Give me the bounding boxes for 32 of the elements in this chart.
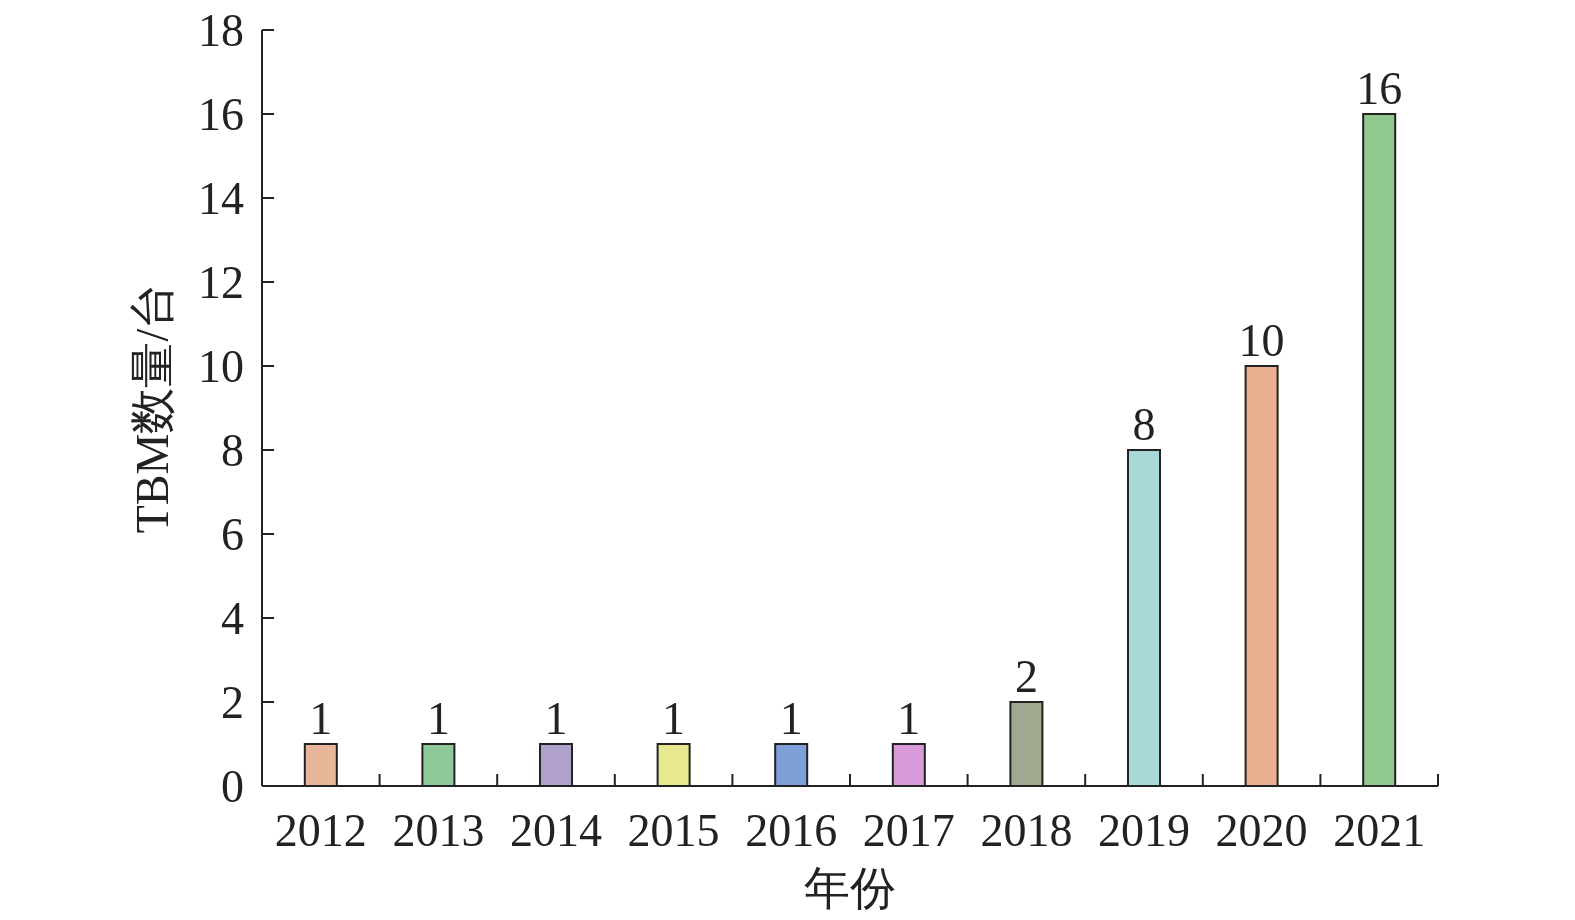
y-axis-title: TBM数量/台 <box>127 282 178 534</box>
x-tick-label: 2021 <box>1333 805 1426 856</box>
y-tick-label: 16 <box>198 88 244 140</box>
y-tick-label: 8 <box>221 424 244 476</box>
data-label: 1 <box>309 693 333 744</box>
y-tick-label: 4 <box>221 592 244 644</box>
data-label: 1 <box>662 693 686 744</box>
y-tick-label: 10 <box>198 340 244 392</box>
data-label: 1 <box>426 693 450 744</box>
y-tick-label: 0 <box>221 760 244 812</box>
x-tick-label: 2012 <box>274 805 367 856</box>
data-label: 8 <box>1132 399 1156 450</box>
x-axis-title: 年份 <box>804 863 896 914</box>
x-tick-label: 2013 <box>392 805 485 856</box>
x-tick-label: 2018 <box>980 805 1073 856</box>
x-tick-label: 2015 <box>627 805 720 856</box>
y-tick-label: 18 <box>198 4 244 56</box>
data-label: 16 <box>1356 63 1403 114</box>
x-tick-label: 2020 <box>1215 805 1308 856</box>
y-tick-label: 12 <box>198 256 244 308</box>
data-label: 1 <box>544 693 568 744</box>
x-tick-label: 2016 <box>745 805 838 856</box>
x-tick-label: 2019 <box>1098 805 1190 856</box>
y-tick-label: 14 <box>198 172 244 224</box>
data-label: 1 <box>779 693 803 744</box>
x-tick-label: 2014 <box>510 805 602 856</box>
x-tick-label: 2017 <box>862 805 955 856</box>
y-tick-label: 6 <box>221 508 244 560</box>
data-label: 10 <box>1238 315 1285 366</box>
y-tick-label: 2 <box>221 676 244 728</box>
data-label: 2 <box>1014 651 1038 702</box>
data-label: 1 <box>897 693 921 744</box>
